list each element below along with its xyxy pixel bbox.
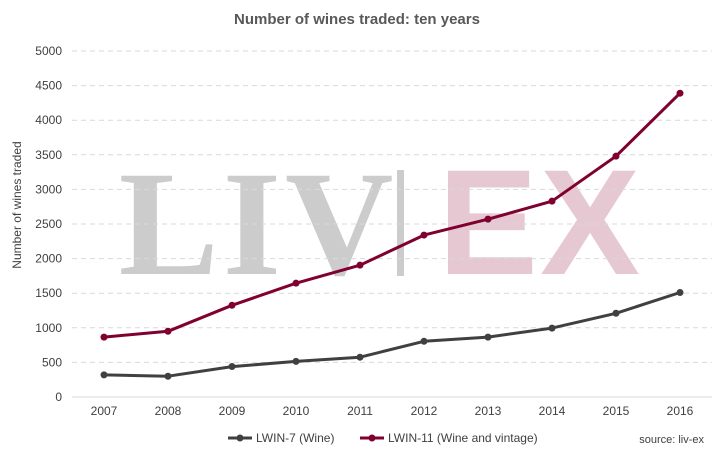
x-tick-label: 2016 <box>667 404 694 418</box>
y-axis-title: Number of wines traded <box>10 141 24 268</box>
data-point <box>292 357 300 365</box>
legend-swatch-marker <box>236 434 244 442</box>
watermark-divider <box>397 170 404 276</box>
data-point <box>548 324 556 332</box>
data-point <box>612 309 620 317</box>
x-tick-label: 2013 <box>475 404 502 418</box>
x-tick-label: 2015 <box>603 404 630 418</box>
data-point <box>356 261 364 269</box>
x-tick-label: 2014 <box>539 404 566 418</box>
y-tick-label: 2000 <box>35 252 62 266</box>
data-point <box>420 337 428 345</box>
source-note: source: liv-ex <box>639 434 704 446</box>
x-tick-label: 2007 <box>91 404 118 418</box>
y-tick-label: 500 <box>42 355 62 369</box>
y-tick-label: 3000 <box>35 182 62 196</box>
x-axis-ticks: 2007 2008 2009 2010 2011 2012 2013 2014 2015 2016 <box>91 404 694 418</box>
data-point <box>676 289 684 297</box>
data-point <box>612 152 620 160</box>
y-tick-label: 1500 <box>35 286 62 300</box>
data-point <box>164 327 172 335</box>
watermark-ex: EX <box>438 138 642 306</box>
data-point <box>676 89 684 97</box>
chart-title: Number of wines traded: ten years <box>234 11 480 28</box>
y-tick-label: 0 <box>55 390 62 404</box>
y-tick-label: 4000 <box>35 113 62 127</box>
data-point <box>484 215 492 223</box>
data-point <box>228 363 236 371</box>
data-point <box>420 231 428 239</box>
y-tick-label: 5000 <box>35 44 62 58</box>
y-tick-label: 2500 <box>35 217 62 231</box>
x-tick-label: 2008 <box>155 404 182 418</box>
gridlines <box>72 50 712 363</box>
legend-label: LWIN-7 (Wine) <box>256 431 334 445</box>
y-axis-ticks: 0 500 1000 1500 2000 2500 3000 3500 4000 4500 5000 <box>35 44 62 404</box>
data-point <box>484 333 492 341</box>
series-line-2 <box>102 91 682 339</box>
legend-swatch-marker <box>368 434 376 442</box>
legend-label: LWIN-11 (Wine and vintage) <box>388 431 538 445</box>
data-point <box>100 333 108 341</box>
x-tick-label: 2012 <box>411 404 438 418</box>
data-point <box>164 372 172 380</box>
x-tick-label: 2010 <box>283 404 310 418</box>
data-point <box>292 279 300 287</box>
series-lines <box>100 89 684 380</box>
data-point <box>100 371 108 379</box>
x-tick-label: 2009 <box>219 404 246 418</box>
x-tick-label: 2011 <box>347 404 373 418</box>
y-tick-label: 1000 <box>35 321 62 335</box>
data-point <box>228 301 236 309</box>
liv-ex-watermark: LIV EX <box>119 138 642 307</box>
y-tick-label: 4500 <box>35 79 62 93</box>
legend: LWIN-7 (Wine) LWIN-11 (Wine and vintage) <box>228 431 538 445</box>
series-line-1 <box>102 291 682 378</box>
y-tick-label: 3500 <box>35 148 62 162</box>
data-point <box>356 353 364 361</box>
data-point <box>548 197 556 205</box>
